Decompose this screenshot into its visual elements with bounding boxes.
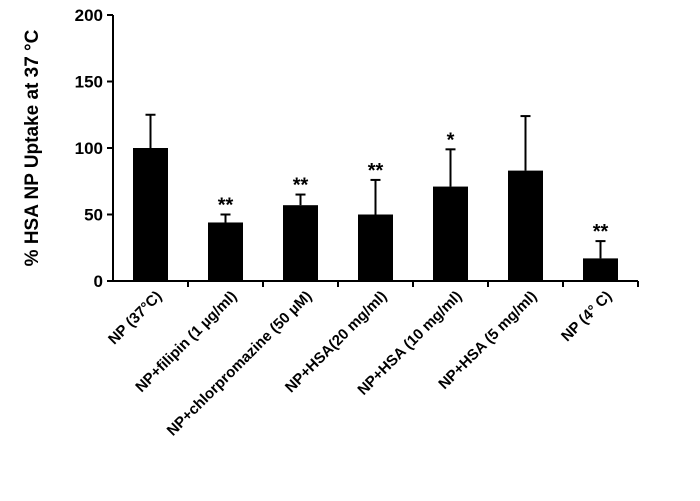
category-labels: NP (37°C)NP+filipin (1 µg/ml)NP+chlorpro…	[105, 281, 639, 440]
y-tick-label: 0	[94, 272, 103, 291]
bar	[583, 258, 618, 281]
bar	[283, 205, 318, 281]
y-axis-label: % HSA NP Uptake at 37 °C	[22, 29, 43, 266]
bars	[133, 148, 618, 281]
bar	[508, 170, 543, 281]
category-label: NP (37°C)	[105, 288, 165, 348]
bar	[433, 186, 468, 281]
y-tick-label: 100	[75, 139, 103, 158]
significance-label: **	[368, 160, 384, 182]
error-bars	[145, 113, 606, 259]
significance-label: **	[218, 195, 234, 217]
category-label: NP+chlorpromazine (50 µM)	[164, 288, 316, 440]
significance-label: **	[293, 175, 309, 197]
y-tick-label: 50	[84, 206, 103, 225]
category-label: NP (4° C)	[558, 288, 615, 345]
significance-label: **	[593, 221, 609, 243]
y-tick-label: 200	[75, 6, 103, 25]
y-tick-label: 150	[75, 73, 103, 92]
significance-marks: *********	[218, 129, 609, 243]
y-ticks: 0 50 100 150 200	[75, 6, 113, 291]
significance-label: *	[447, 129, 455, 151]
bar	[133, 148, 168, 281]
bar	[358, 214, 393, 281]
bar	[208, 222, 243, 281]
